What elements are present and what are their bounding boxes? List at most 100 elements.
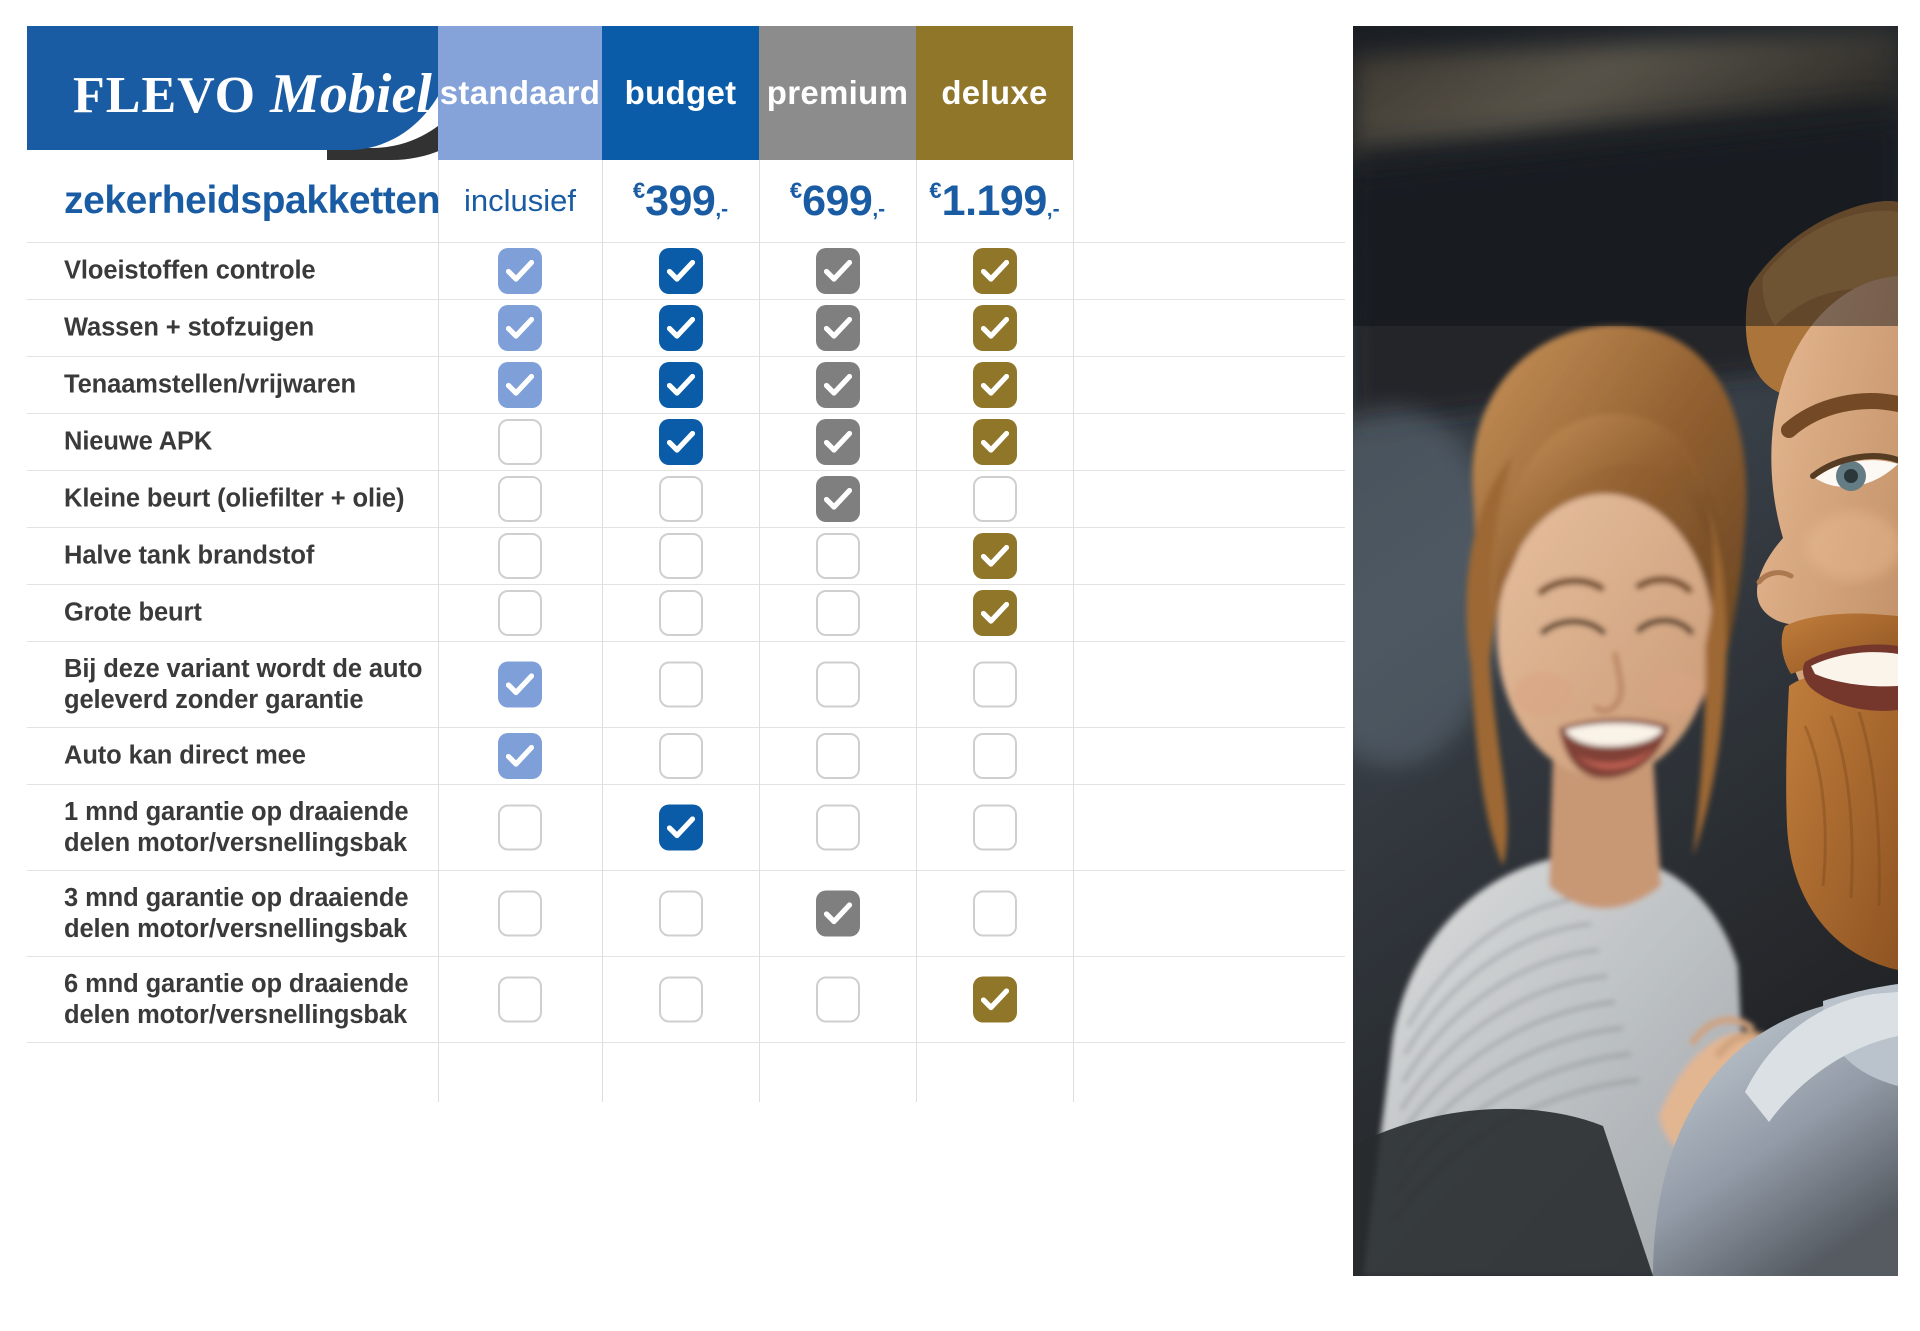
- table-row: Wassen + stofzuigen: [27, 299, 1345, 356]
- checkbox-checked-premium[interactable]: [815, 890, 860, 937]
- checkbox-unchecked-budget[interactable]: [658, 476, 703, 522]
- logo-wordmark: FLEVO Mobiel: [73, 62, 432, 126]
- table-body: Vloeistoffen controle Wassen + stofzuigen…: [27, 242, 1345, 1042]
- checkbox-checked-deluxe[interactable]: [972, 419, 1017, 465]
- table-row: 6 mnd garantie op draaiende delen motor/…: [27, 956, 1345, 1042]
- cell-budget: [602, 243, 759, 299]
- checkbox-checked-deluxe[interactable]: [972, 976, 1017, 1023]
- price-suffix: ,-: [715, 198, 729, 221]
- cell-premium: [759, 528, 916, 584]
- feature-label: Vloeistoffen controle: [64, 256, 316, 285]
- checkbox-unchecked-deluxe[interactable]: [972, 890, 1017, 937]
- feature-label: Tenaamstellen/vrijwaren: [64, 370, 357, 399]
- checkbox-unchecked-deluxe[interactable]: [972, 733, 1017, 779]
- check-icon: [506, 745, 534, 767]
- cell-premium: [759, 471, 916, 527]
- price-budget: €399 ,-: [602, 160, 759, 242]
- price-deluxe: €1.199 ,-: [916, 160, 1073, 242]
- euro-symbol: €: [632, 178, 646, 203]
- column-header-budget[interactable]: budget: [602, 26, 759, 160]
- table-header-row: standaard budget premium deluxe: [27, 26, 1345, 160]
- checkbox-unchecked-standaard[interactable]: [498, 419, 542, 465]
- checkbox-unchecked-budget[interactable]: [658, 890, 703, 937]
- checkbox-checked-budget[interactable]: [658, 419, 703, 465]
- checkbox-unchecked-premium[interactable]: [815, 661, 860, 708]
- cell-standaard: [438, 785, 602, 870]
- check-icon: [666, 317, 695, 339]
- checkbox-unchecked-budget[interactable]: [658, 661, 703, 708]
- feature-label: 1 mnd garantie op draaiende delen motor/…: [64, 797, 409, 857]
- column-header-standaard[interactable]: standaard: [438, 26, 602, 160]
- checkbox-checked-premium[interactable]: [815, 476, 860, 522]
- column-header-deluxe[interactable]: deluxe: [916, 26, 1073, 160]
- table-row: Grote beurt: [27, 584, 1345, 641]
- checkbox-unchecked-standaard[interactable]: [498, 976, 542, 1023]
- checkbox-unchecked-standaard[interactable]: [498, 804, 542, 851]
- checkbox-checked-standaard[interactable]: [498, 248, 542, 294]
- column-header-premium[interactable]: premium: [759, 26, 916, 160]
- checkbox-checked-standaard[interactable]: [498, 733, 542, 779]
- price-amount: 1.199: [941, 176, 1048, 225]
- checkbox-unchecked-budget[interactable]: [658, 533, 703, 579]
- column-header-label: deluxe: [941, 74, 1048, 111]
- checkbox-checked-deluxe[interactable]: [972, 248, 1017, 294]
- checkbox-checked-standaard[interactable]: [498, 362, 542, 408]
- checkbox-unchecked-deluxe[interactable]: [972, 476, 1017, 522]
- table-row: 1 mnd garantie op draaiende delen motor/…: [27, 784, 1345, 870]
- checkbox-unchecked-standaard[interactable]: [498, 890, 542, 937]
- checkbox-unchecked-premium[interactable]: [815, 804, 860, 851]
- checkbox-checked-premium[interactable]: [815, 248, 860, 294]
- logo-blue-plate: [27, 26, 457, 150]
- checkbox-unchecked-standaard[interactable]: [498, 590, 542, 636]
- checkbox-checked-budget[interactable]: [658, 305, 703, 351]
- feature-label: Halve tank brandstof: [64, 541, 315, 570]
- check-icon: [980, 260, 1009, 282]
- cell-deluxe: [916, 728, 1073, 784]
- feature-label: Bij deze variant wordt de auto geleverd …: [64, 654, 423, 714]
- checkbox-checked-standaard[interactable]: [498, 305, 542, 351]
- check-icon: [666, 260, 695, 282]
- cell-premium: [759, 414, 916, 470]
- checkbox-unchecked-deluxe[interactable]: [972, 661, 1017, 708]
- checkbox-unchecked-budget[interactable]: [658, 733, 703, 779]
- checkbox-checked-deluxe[interactable]: [972, 533, 1017, 579]
- logo-text-secondary: Mobiel: [270, 63, 432, 125]
- checkbox-checked-deluxe[interactable]: [972, 362, 1017, 408]
- checkbox-unchecked-budget[interactable]: [658, 590, 703, 636]
- table-row: Auto kan direct mee: [27, 727, 1345, 784]
- checkbox-unchecked-standaard[interactable]: [498, 476, 542, 522]
- feature-label: Auto kan direct mee: [64, 741, 306, 770]
- check-icon: [980, 374, 1009, 396]
- price-suffix: ,-: [872, 198, 886, 221]
- table-bottom-border: [27, 1042, 1345, 1043]
- checkbox-checked-premium[interactable]: [815, 362, 860, 408]
- cell-deluxe: [916, 957, 1073, 1042]
- checkbox-checked-premium[interactable]: [815, 305, 860, 351]
- cell-deluxe: [916, 300, 1073, 356]
- checkbox-checked-standaard[interactable]: [498, 661, 542, 708]
- checkbox-unchecked-deluxe[interactable]: [972, 804, 1017, 851]
- table-price-row: zekerheidspakketten inclusief €399 ,- €699,…: [27, 160, 1345, 242]
- checkbox-checked-premium[interactable]: [815, 419, 860, 465]
- cell-standaard: [438, 871, 602, 956]
- checkbox-checked-budget[interactable]: [658, 362, 703, 408]
- checkbox-unchecked-premium[interactable]: [815, 590, 860, 636]
- table-row: Nieuwe APK: [27, 413, 1345, 470]
- check-icon: [980, 602, 1009, 624]
- checkbox-unchecked-premium[interactable]: [815, 733, 860, 779]
- checkbox-unchecked-budget[interactable]: [658, 976, 703, 1023]
- checkbox-checked-budget[interactable]: [658, 804, 703, 851]
- cell-premium: [759, 785, 916, 870]
- checkbox-checked-deluxe[interactable]: [972, 590, 1017, 636]
- cell-budget: [602, 528, 759, 584]
- checkbox-unchecked-premium[interactable]: [815, 976, 860, 1023]
- check-icon: [506, 673, 534, 696]
- checkbox-checked-deluxe[interactable]: [972, 305, 1017, 351]
- feature-label: 3 mnd garantie op draaiende delen motor/…: [64, 883, 409, 943]
- cell-deluxe: [916, 243, 1073, 299]
- checkbox-checked-budget[interactable]: [658, 248, 703, 294]
- cell-standaard: [438, 528, 602, 584]
- checkbox-unchecked-premium[interactable]: [815, 533, 860, 579]
- checkbox-unchecked-standaard[interactable]: [498, 533, 542, 579]
- check-icon: [980, 431, 1009, 453]
